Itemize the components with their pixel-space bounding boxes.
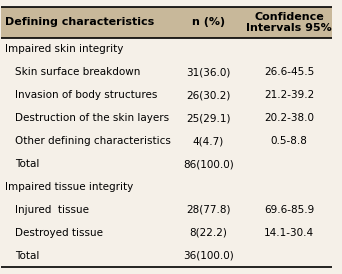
Text: Skin surface breakdown: Skin surface breakdown bbox=[15, 67, 140, 77]
Text: Defining characteristics: Defining characteristics bbox=[5, 18, 154, 27]
Text: 36(100.0): 36(100.0) bbox=[183, 251, 234, 261]
Text: 31(36.0): 31(36.0) bbox=[186, 67, 230, 77]
Text: 20.2-38.0: 20.2-38.0 bbox=[264, 113, 314, 123]
Text: 26(30.2): 26(30.2) bbox=[186, 90, 230, 100]
Text: Injured  tissue: Injured tissue bbox=[15, 205, 89, 215]
Text: 26.6-45.5: 26.6-45.5 bbox=[264, 67, 314, 77]
Text: 4(4.7): 4(4.7) bbox=[193, 136, 224, 146]
Text: Impaired skin integrity: Impaired skin integrity bbox=[5, 44, 123, 55]
Text: Destroyed tissue: Destroyed tissue bbox=[15, 228, 103, 238]
Text: Invasion of body structures: Invasion of body structures bbox=[15, 90, 157, 100]
Text: 69.6-85.9: 69.6-85.9 bbox=[264, 205, 314, 215]
Text: 14.1-30.4: 14.1-30.4 bbox=[264, 228, 314, 238]
Text: Destruction of the skin layers: Destruction of the skin layers bbox=[15, 113, 169, 123]
Text: Other defining characteristics: Other defining characteristics bbox=[15, 136, 171, 146]
Text: Confidence
Intervals 95%: Confidence Intervals 95% bbox=[246, 12, 332, 33]
Text: 8(22.2): 8(22.2) bbox=[189, 228, 227, 238]
Text: 28(77.8): 28(77.8) bbox=[186, 205, 231, 215]
Text: Total: Total bbox=[15, 159, 39, 169]
Text: 86(100.0): 86(100.0) bbox=[183, 159, 234, 169]
Text: Total: Total bbox=[15, 251, 39, 261]
Text: n (%): n (%) bbox=[192, 18, 225, 27]
Bar bbox=[1, 7, 332, 38]
Text: 21.2-39.2: 21.2-39.2 bbox=[264, 90, 314, 100]
Text: Impaired tissue integrity: Impaired tissue integrity bbox=[5, 182, 133, 192]
Text: 0.5-8.8: 0.5-8.8 bbox=[271, 136, 307, 146]
Text: 25(29.1): 25(29.1) bbox=[186, 113, 231, 123]
